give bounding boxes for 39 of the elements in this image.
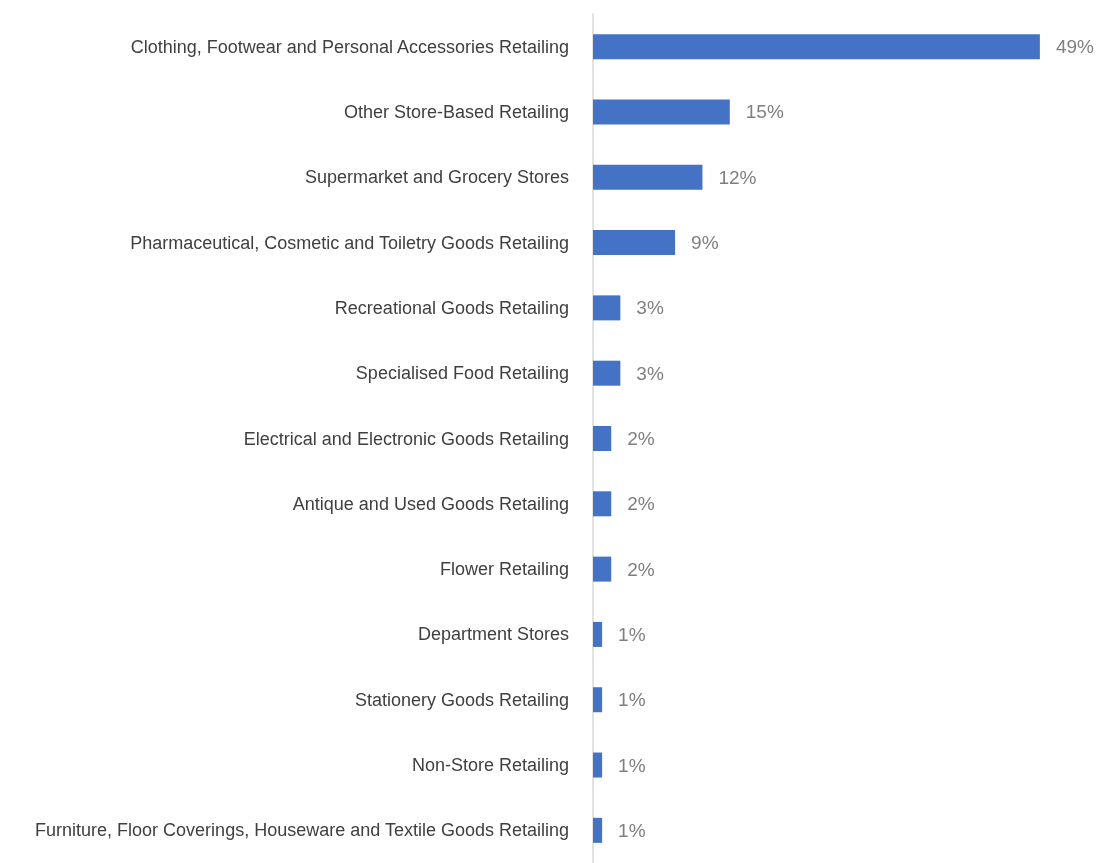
y-tick-label: Specialised Food Retailing xyxy=(355,363,569,384)
bar xyxy=(593,687,603,713)
data-label: 2% xyxy=(627,558,655,580)
data-label: 3% xyxy=(636,297,664,319)
bar xyxy=(593,34,1040,60)
data-label: 1% xyxy=(618,754,646,776)
bar xyxy=(593,817,603,843)
y-tick-label: Clothing, Footwear and Personal Accessories Retailing xyxy=(130,36,569,57)
y-tick-label: Stationery Goods Retailing xyxy=(354,689,569,710)
y-tick-label: Department Stores xyxy=(417,624,569,645)
y-tick-label: Supermarket and Grocery Stores xyxy=(304,167,569,188)
y-tick-label: Non-Store Retailing xyxy=(411,755,569,776)
y-tick-label: Pharmaceutical, Cosmetic and Toiletry Goods Retailing xyxy=(130,232,569,253)
data-label: 9% xyxy=(691,232,719,254)
data-label: 49% xyxy=(1055,36,1095,58)
data-label: 2% xyxy=(627,493,655,515)
bar xyxy=(593,556,612,582)
y-tick-label: Other Store-Based Retailing xyxy=(343,101,569,122)
data-label: 1% xyxy=(618,689,646,711)
bar xyxy=(593,621,603,647)
data-label: 3% xyxy=(636,362,664,384)
y-tick-label: Furniture, Floor Coverings, Houseware and Textile Goods Retailing xyxy=(35,820,569,841)
bar xyxy=(593,491,612,517)
bar xyxy=(593,164,703,190)
bar xyxy=(593,360,621,386)
bar xyxy=(593,99,730,125)
data-label: 15% xyxy=(745,101,784,123)
data-label: 1% xyxy=(618,819,646,841)
bar xyxy=(593,295,621,321)
bar xyxy=(593,752,603,778)
y-tick-label: Antique and Used Goods Retailing xyxy=(292,493,569,514)
y-tick-label: Flower Retailing xyxy=(439,559,569,580)
data-label: 2% xyxy=(627,428,655,449)
y-tick-label: Electrical and Electronic Goods Retailing xyxy=(243,428,569,449)
data-label: 1% xyxy=(618,623,646,645)
bar xyxy=(593,426,612,451)
bar xyxy=(593,230,676,256)
y-tick-label: Recreational Goods Retailing xyxy=(334,297,569,318)
data-label: 12% xyxy=(718,166,757,188)
